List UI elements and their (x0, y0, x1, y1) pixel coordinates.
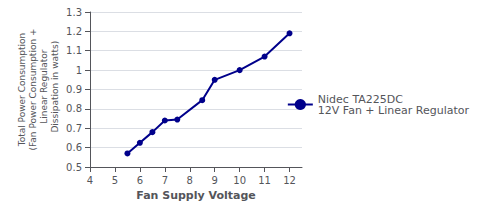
svg-text:5: 5 (112, 175, 118, 186)
svg-text:8: 8 (187, 175, 193, 186)
svg-text:Linear Regulator: Linear Regulator (39, 49, 49, 129)
svg-text:0.8: 0.8 (66, 103, 82, 114)
svg-text:1.2: 1.2 (66, 26, 82, 37)
svg-text:0.5: 0.5 (66, 162, 82, 173)
svg-text:0.6: 0.6 (66, 142, 82, 153)
svg-text:4: 4 (87, 175, 93, 186)
svg-text:12V Fan + Linear Regulator: 12V Fan + Linear Regulator (318, 104, 470, 117)
svg-text:0.9: 0.9 (66, 84, 82, 95)
svg-text:1: 1 (76, 65, 82, 76)
svg-text:1.1: 1.1 (66, 45, 82, 56)
svg-text:0.7: 0.7 (66, 123, 82, 134)
svg-text:11: 11 (258, 175, 271, 186)
svg-text:Total Power Consumption: Total Power Consumption (17, 33, 27, 148)
svg-text:Dissipation in watts): Dissipation in watts) (50, 41, 60, 139)
svg-text:12: 12 (283, 175, 296, 186)
svg-text:1.3: 1.3 (66, 7, 82, 18)
svg-text:Nidec TA225DC: Nidec TA225DC (317, 92, 403, 106)
svg-text:6: 6 (137, 175, 143, 186)
svg-text:Fan Supply Voltage: Fan Supply Voltage (136, 189, 255, 202)
svg-text:7: 7 (162, 175, 168, 186)
svg-text:10: 10 (233, 175, 246, 186)
svg-text:(Fan Power Consumption +: (Fan Power Consumption + (28, 28, 38, 150)
svg-text:9: 9 (212, 175, 218, 186)
